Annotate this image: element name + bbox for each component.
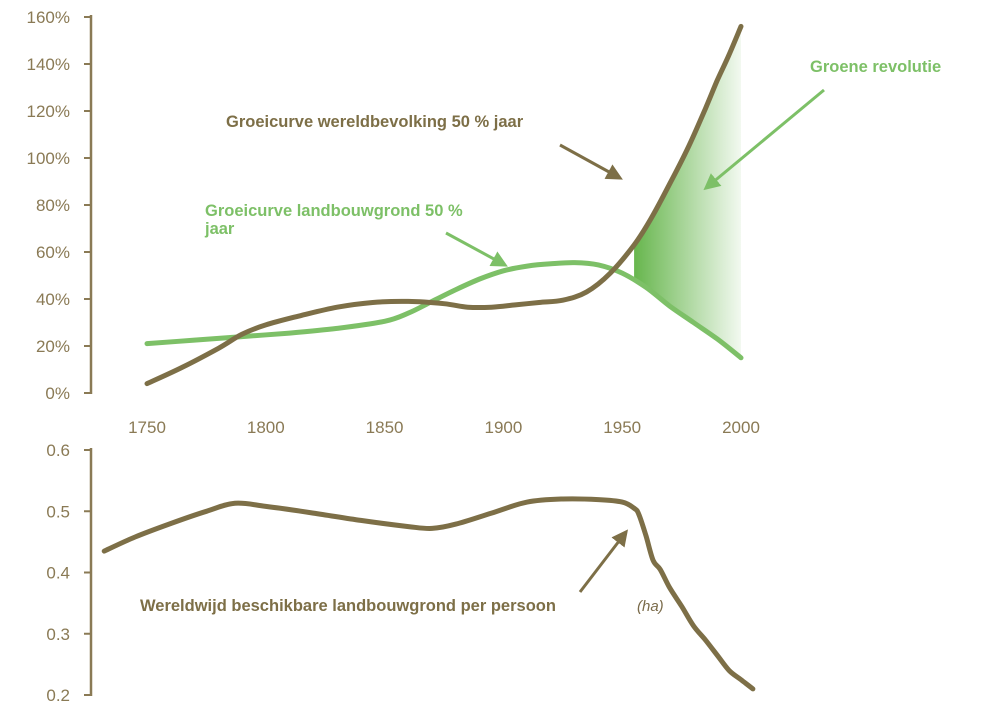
population-growth-label: Groeicurve wereldbevolking 50 % jaar [226,113,524,131]
farmland-per-person-arrow [578,529,629,593]
x-tick-label: 1900 [484,418,522,437]
farmland-growth-label: Groeicurve landbouwgrond 50 % [205,202,463,220]
x-tick-label: 1850 [366,418,404,437]
bottom-ytick-label: 0.4 [46,564,70,583]
x-tick-label: 1750 [128,418,166,437]
bottom-ytick-label: 0.6 [46,441,70,460]
green-revolution-label: Groene revolutie [810,58,941,76]
farmland-growth-label-line2: jaar [204,220,235,238]
bottom-ytick-label: 0.3 [46,625,70,644]
population-growth-arrow [559,143,623,180]
green-revolution-arrow [703,88,825,191]
bottom-chart: 0.6 0.5 0.4 0.3 0.2 Wereldwijd beschikbare l… [46,441,756,705]
population-growth-line [144,23,744,387]
bottom-ytick-label: 0.5 [46,502,70,521]
top-ytick-label: 60% [36,243,70,262]
top-ytick-label: 140% [27,55,70,74]
top-ytick-label: 80% [36,196,70,215]
farmland-growth-line [144,260,744,361]
farmland-growth-arrow [445,231,508,267]
top-ytick-label: 160% [27,8,70,27]
farmland-per-person-line [101,496,756,692]
x-tick-label: 1950 [603,418,641,437]
top-chart: 0% 20% 40% 60% 80% 100% 120% 140% 160% 1750 1800 1… [27,8,942,437]
farmland-per-person-label: Wereldwijd beschikbare landbouwgrond per… [140,597,556,615]
top-ytick-label: 40% [36,290,70,309]
x-tick-label: 1800 [247,418,285,437]
top-ytick-label: 100% [27,149,70,168]
green-revolution-area [634,26,741,358]
farmland-per-person-unit: (ha) [637,598,664,615]
bottom-ytick-label: 0.2 [46,686,70,705]
top-ytick-label: 120% [27,102,70,121]
x-tick-label: 2000 [722,418,760,437]
top-ytick-label: 20% [36,337,70,356]
top-ytick-label: 0% [45,384,70,403]
